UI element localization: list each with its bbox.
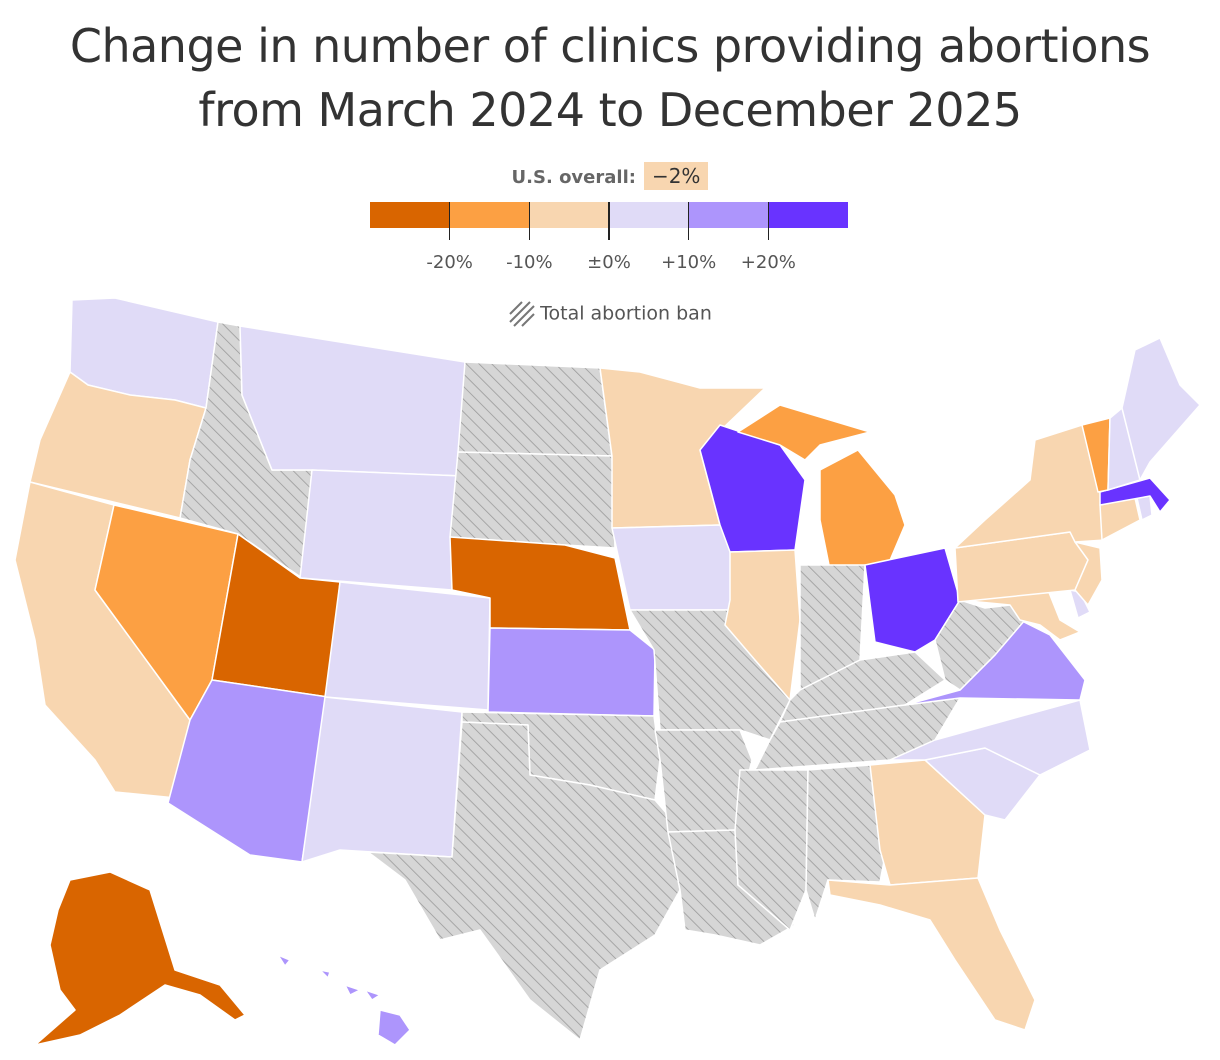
state-north-dakota	[457, 361, 613, 457]
legend-tick	[528, 202, 531, 240]
legend-color-2	[529, 202, 610, 228]
ban-legend: Total abortion ban	[0, 300, 1220, 328]
state-south-dakota	[449, 451, 616, 549]
state-new-mexico	[301, 696, 463, 863]
legend-tick-label: -20%	[426, 252, 473, 273]
ban-legend-label: Total abortion ban	[540, 302, 712, 325]
state-montana	[239, 325, 466, 477]
state-massachusetts	[1099, 477, 1171, 513]
state-kansas	[487, 627, 656, 717]
chart-title: Change in number of clinics providing ab…	[0, 14, 1220, 142]
us-overall-value: −2%	[643, 162, 709, 190]
state-texas	[367, 721, 681, 1041]
legend-color-5	[768, 202, 849, 228]
state-north-carolina	[889, 699, 1091, 776]
color-legend	[370, 202, 849, 228]
state-new-york	[954, 424, 1106, 549]
state-hawaii	[277, 954, 411, 1046]
state-wyoming	[299, 469, 463, 591]
legend-tick-labels: -20% -10% ±0% +10% +20%	[370, 252, 848, 276]
state-tennessee	[754, 697, 961, 771]
legend-tick-label: ±0%	[587, 252, 631, 273]
legend-ticks	[370, 202, 848, 242]
title-line-2: from March 2024 to December 2025	[198, 83, 1022, 137]
state-alaska	[34, 871, 246, 1046]
state-colorado	[324, 581, 491, 711]
legend-color-1	[449, 202, 530, 228]
hatch-swatch-icon	[509, 301, 535, 327]
legend-tick-label: +20%	[740, 252, 796, 273]
state-illinois	[724, 549, 801, 701]
state-new-jersey	[1074, 541, 1103, 606]
legend-color-3	[609, 202, 689, 228]
state-maine	[1121, 337, 1201, 481]
legend-tick-label: +10%	[661, 252, 717, 273]
us-overall: U.S. overall: −2%	[0, 162, 1220, 190]
legend-tick	[767, 202, 770, 240]
legend-tick-label: -10%	[506, 252, 553, 273]
state-florida	[827, 877, 1036, 1031]
state-maryland	[957, 589, 1081, 641]
title-line-1: Change in number of clinics providing ab…	[69, 19, 1151, 73]
legend-tick	[448, 202, 451, 240]
us-overall-label: U.S. overall:	[511, 167, 636, 188]
legend-color-4	[688, 202, 769, 228]
legend-color-0	[370, 202, 450, 228]
legend-tick	[687, 202, 690, 240]
state-wisconsin	[699, 424, 806, 553]
state-michigan	[737, 404, 906, 571]
legend-tick	[608, 202, 610, 240]
